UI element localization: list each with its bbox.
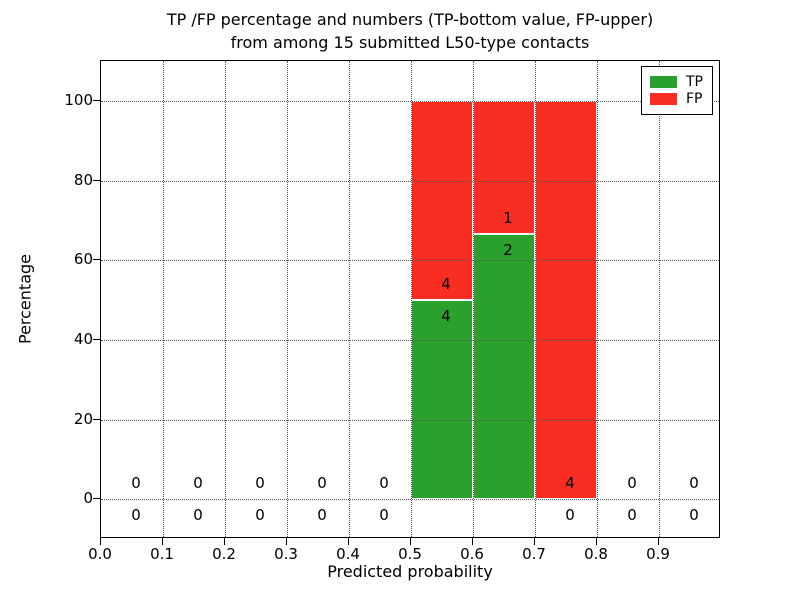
fp-count-label: 4 — [441, 275, 451, 294]
x-tick-mark — [472, 538, 473, 545]
x-gridline — [349, 61, 350, 537]
legend-item-tp: TP — [650, 75, 703, 89]
y-tick-mark — [93, 179, 100, 181]
fp-count-label: 0 — [627, 474, 637, 493]
y-tick-mark — [93, 498, 100, 500]
y-gridline — [101, 419, 719, 421]
y-tick-label: 80 — [73, 170, 93, 189]
x-gridline — [535, 61, 536, 537]
x-tick-mark — [224, 538, 225, 545]
x-tick-mark — [534, 538, 535, 545]
tp-legend-swatch — [650, 76, 677, 88]
bar-segment-fp — [411, 100, 473, 300]
tp-count-label: 0 — [689, 506, 699, 525]
y-gridline — [101, 260, 719, 262]
chart-title-line1: TP /FP percentage and numbers (TP-bottom… — [166, 10, 654, 29]
x-tick-mark — [348, 538, 349, 545]
x-tick-label: 0.8 — [584, 545, 608, 563]
fp-count-label: 0 — [317, 474, 327, 493]
tp-count-label: 2 — [503, 240, 513, 259]
x-tick-mark — [658, 538, 659, 545]
fp-count-label: 1 — [503, 208, 513, 227]
x-tick-label: 0.2 — [212, 545, 236, 563]
x-gridline — [163, 61, 164, 537]
plot-area: TP FP 0 0 0 0 0 0 0 0 0 0 4 4 1 2 4 0 0 0 0 0 — [100, 60, 720, 538]
x-tick-label: 0.6 — [460, 545, 484, 563]
y-tick-mark — [93, 338, 100, 340]
x-tick-mark — [162, 538, 163, 545]
x-gridline — [411, 61, 412, 537]
x-tick-label: 0.4 — [336, 545, 360, 563]
tp-count-label: 0 — [317, 506, 327, 525]
tp-count-label: 0 — [565, 506, 575, 525]
y-tick-label: 60 — [73, 250, 93, 269]
fp-count-label: 0 — [193, 474, 203, 493]
x-tick-label: 0.9 — [646, 545, 670, 563]
legend-item-fp: FP — [650, 92, 703, 106]
x-tick-mark — [286, 538, 287, 545]
x-gridline — [225, 61, 226, 537]
x-tick-mark — [596, 538, 597, 545]
y-gridline — [101, 499, 719, 501]
y-tick-label: 40 — [73, 329, 93, 348]
bar-segment-fp — [535, 100, 597, 500]
y-tick-mark — [93, 418, 100, 420]
tp-count-label: 0 — [193, 506, 203, 525]
tp-count-label: 0 — [255, 506, 265, 525]
x-tick-label: 0.1 — [150, 545, 174, 563]
tp-legend-label: TP — [686, 74, 703, 90]
tp-count-label: 0 — [131, 506, 141, 525]
bar-segment-tp — [411, 300, 473, 500]
x-gridline — [287, 61, 288, 537]
y-tick-label: 0 — [83, 489, 93, 508]
tp-count-label: 4 — [441, 306, 451, 325]
legend: TP FP — [641, 66, 713, 115]
y-tick-mark — [93, 99, 100, 101]
y-tick-mark — [93, 259, 100, 261]
x-axis-label: Predicted probability — [327, 562, 493, 581]
x-tick-label: 0.3 — [274, 545, 298, 563]
x-gridline — [597, 61, 598, 537]
tp-count-label: 0 — [379, 506, 389, 525]
y-axis-label: Percentage — [15, 253, 35, 345]
fp-count-label: 4 — [565, 474, 575, 493]
fp-legend-label: FP — [686, 91, 703, 107]
x-gridline — [473, 61, 474, 537]
y-gridline — [101, 100, 719, 102]
fp-count-label: 0 — [689, 474, 699, 493]
tp-count-label: 0 — [627, 506, 637, 525]
x-tick-label: 0.0 — [88, 545, 112, 563]
x-tick-mark — [100, 538, 101, 545]
x-tick-mark — [410, 538, 411, 545]
y-gridline — [101, 180, 719, 182]
bar-segment-tp — [473, 233, 535, 500]
fp-count-label: 0 — [131, 474, 141, 493]
fp-legend-swatch — [650, 93, 677, 105]
x-gridline — [659, 61, 660, 537]
fp-count-label: 0 — [379, 474, 389, 493]
fp-count-label: 0 — [255, 474, 265, 493]
chart-title-line2: from among 15 submitted L50-type contact… — [230, 33, 590, 53]
x-tick-label: 0.5 — [398, 545, 422, 563]
y-gridline — [101, 339, 719, 341]
y-tick-label: 20 — [73, 409, 93, 428]
y-tick-label: 100 — [64, 90, 93, 109]
chart-title: TP /FP percentage and numbers (TP-bottom… — [100, 8, 720, 54]
x-tick-label: 0.7 — [522, 545, 546, 563]
